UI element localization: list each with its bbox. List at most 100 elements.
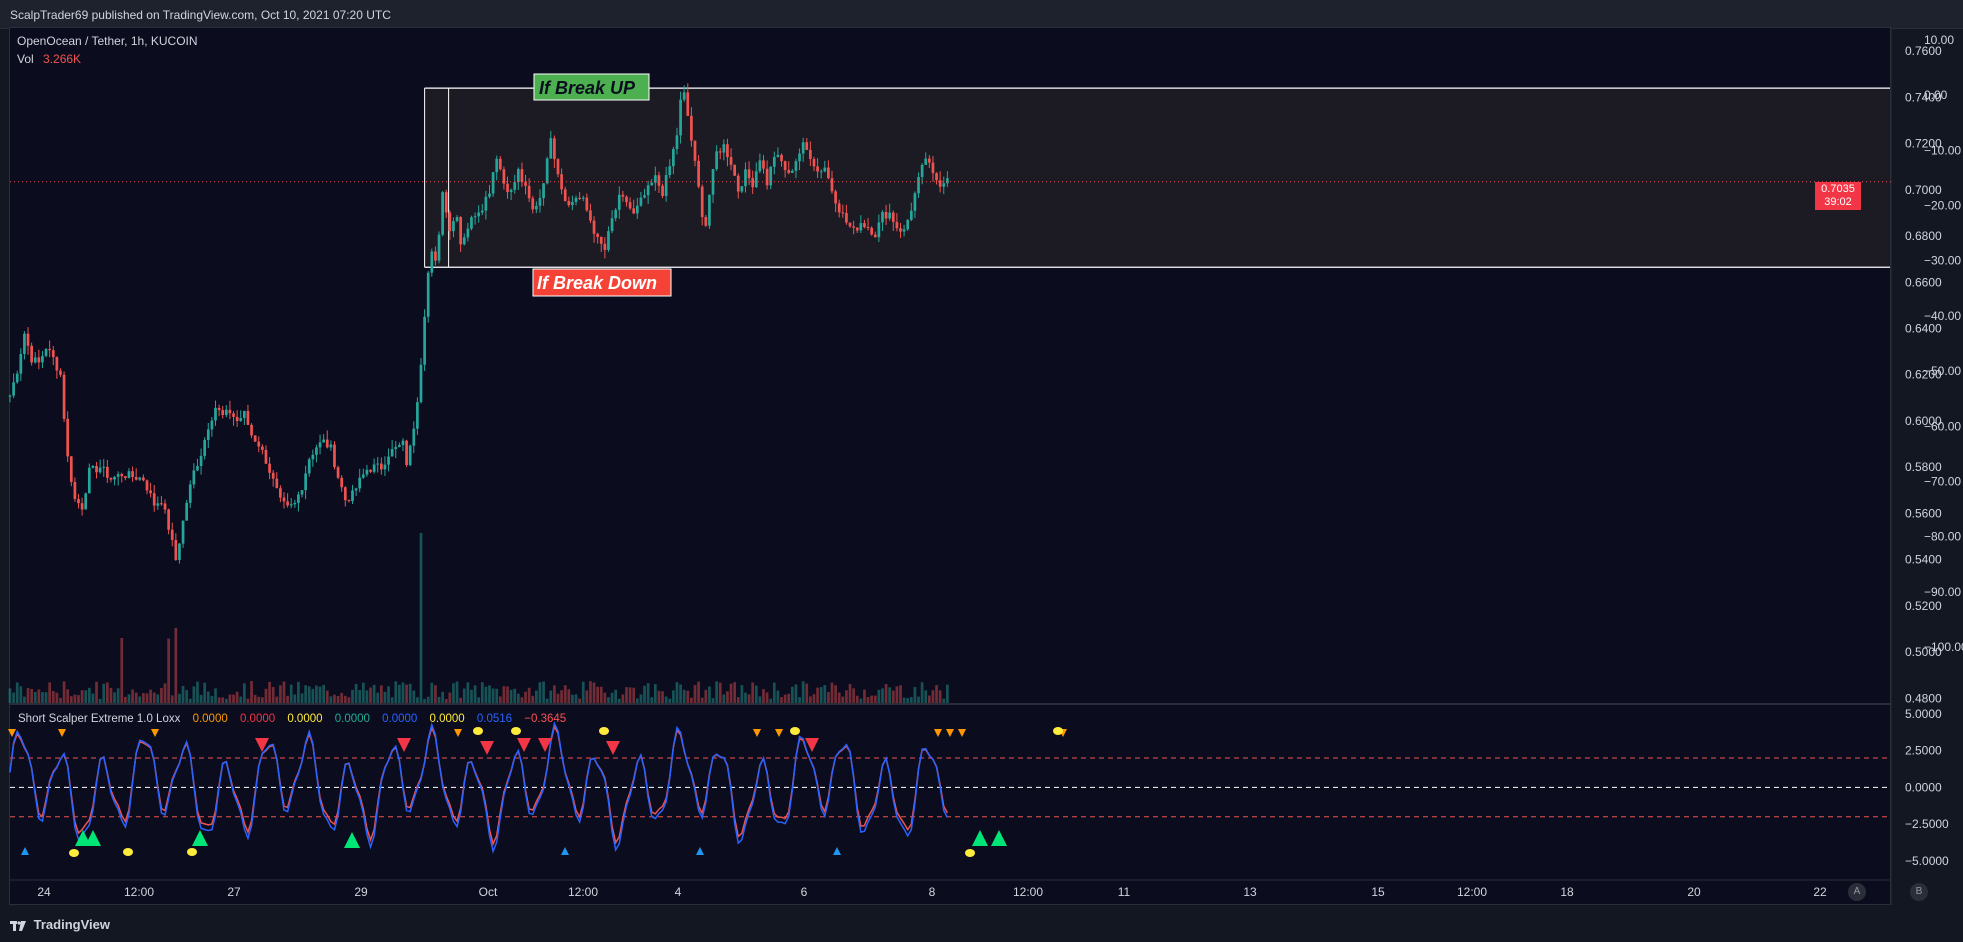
volume-bar (416, 697, 419, 703)
volume-bar (59, 698, 62, 703)
volume-bar (715, 681, 718, 703)
strong-sell-marker (606, 741, 620, 755)
strong-sell-marker (255, 738, 269, 752)
alert-dot (69, 849, 79, 857)
time-tick-label: 8 (929, 885, 936, 899)
candle-body (863, 223, 866, 228)
candle-body (124, 476, 127, 478)
volume-bar (405, 684, 408, 703)
volume-bar (484, 686, 488, 703)
volume-bar (700, 697, 704, 703)
candle-body (935, 173, 938, 181)
auto-scale-button[interactable]: A (1848, 883, 1866, 901)
volume-bar (430, 682, 434, 703)
tradingview-logo[interactable]: TradingView (10, 917, 110, 932)
volume-bar (206, 691, 210, 703)
volume-bar (780, 697, 783, 703)
buy-signal-marker (21, 847, 29, 855)
candle-body (780, 154, 783, 162)
volume-bar (221, 697, 225, 703)
candle-body (192, 470, 196, 485)
candle-body (819, 171, 823, 173)
volume-bar (239, 696, 243, 703)
volume-bar (466, 682, 470, 703)
volume-bar (491, 688, 495, 703)
volume-bar (527, 687, 531, 703)
candle-body (787, 169, 791, 173)
volume-bar (437, 696, 441, 703)
sell-signal-marker (58, 729, 66, 737)
volume-bar (585, 690, 589, 703)
candle-body (307, 459, 311, 474)
candle-body (823, 167, 827, 172)
candle-body (459, 216, 463, 245)
volume-bar (736, 697, 740, 703)
volume-bar (704, 689, 708, 703)
volume-bar (297, 681, 300, 703)
sell-signal-marker (753, 729, 761, 737)
candle-body (635, 205, 639, 214)
candle-body (102, 466, 106, 468)
price-tick-label: 0.7000 (1905, 183, 1942, 197)
volume-bar (293, 694, 297, 703)
candle-body (661, 185, 664, 197)
volume-bar (852, 688, 855, 703)
candle-body (621, 194, 625, 197)
volume-bar (909, 697, 913, 703)
candle-body (376, 463, 380, 465)
indicator-legend[interactable]: Short Scalper Extreme 1.0 Loxx 0.0000 0.… (18, 713, 575, 725)
indicator-value-3: 0.0000 (287, 713, 323, 725)
volume-bar (895, 686, 899, 703)
buy-signal-marker (561, 847, 569, 855)
volume-bar (823, 685, 827, 703)
volume-bar (105, 682, 109, 703)
candle-body (535, 205, 538, 210)
candle-body (210, 420, 214, 430)
candle-body (196, 465, 199, 471)
signal-line (9, 724, 949, 847)
volume-bar (765, 692, 769, 703)
volume-bar (33, 691, 37, 703)
candle-body (509, 189, 513, 193)
volume-bar (477, 697, 481, 703)
volume-bar (358, 689, 362, 703)
candle-body (744, 169, 747, 187)
candle-body (816, 166, 819, 172)
secondary-tick-label: −30.00 (1924, 254, 1961, 268)
secondary-tick-label: −40.00 (1924, 309, 1961, 323)
candle-body (358, 477, 362, 489)
candle-body (506, 183, 509, 193)
candle-body (282, 497, 286, 502)
volume-bar (935, 685, 938, 703)
strong-sell-marker (517, 738, 531, 752)
log-scale-button[interactable]: B (1910, 883, 1928, 901)
candle-body (336, 467, 340, 478)
candle-body (33, 357, 37, 363)
candle-body (553, 138, 556, 160)
candle-body (653, 175, 657, 183)
break-up-label: If Break UP (539, 78, 636, 98)
indicator-tick-label: 5.0000 (1905, 707, 1942, 721)
price-tick-label: 0.5000 (1905, 645, 1942, 659)
candle-body (289, 504, 293, 506)
candle-body (895, 221, 899, 229)
secondary-tick-label: −60.00 (1924, 419, 1961, 433)
candle-body (556, 159, 560, 175)
time-tick-label: 12:00 (568, 885, 598, 899)
candle-body (19, 353, 23, 374)
candle-body (214, 407, 217, 421)
candle-body (834, 191, 837, 204)
candle-body (416, 402, 419, 429)
candle-body (275, 478, 279, 489)
candle-body (675, 135, 679, 150)
volume-bar (881, 688, 884, 703)
time-tick-label: 29 (354, 885, 368, 899)
volume-bar (798, 697, 801, 703)
candle-body (866, 227, 870, 229)
candle-body (185, 502, 189, 521)
volume-bar (646, 683, 650, 703)
candle-body (927, 158, 931, 163)
candle-body (98, 467, 102, 473)
candle-body (877, 222, 881, 238)
